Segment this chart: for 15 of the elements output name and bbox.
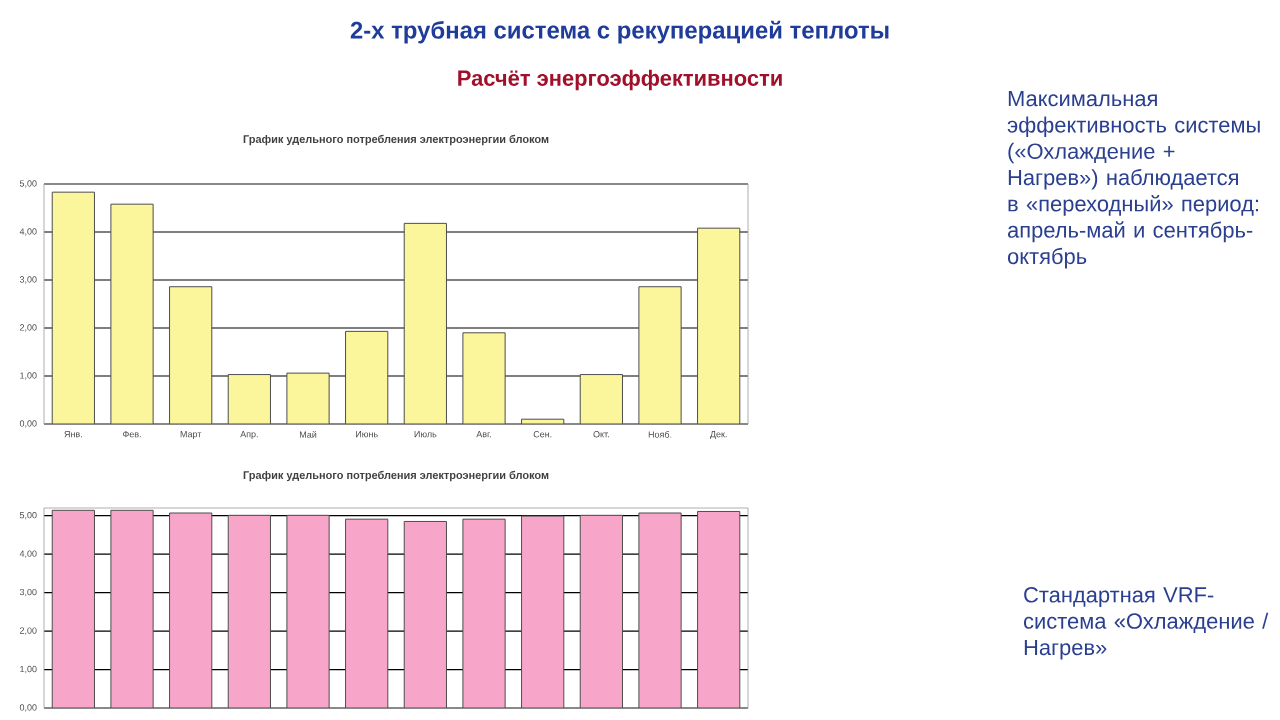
- bar: [110, 204, 154, 424]
- bar: [638, 286, 682, 424]
- bar: [580, 374, 623, 424]
- bar: [462, 332, 506, 424]
- bar: [52, 192, 95, 424]
- bar: [404, 223, 447, 424]
- bar: [345, 331, 388, 424]
- text: Расчёт энергоэффективности: [458, 69, 782, 91]
- bar: [697, 227, 741, 424]
- text: Максимальная эффективность системы («Охлаждение + Нагрев») наблюдается в «переходный» период: апрель-май и сентябрь-октябрь: [1007, 91, 1260, 269]
- text: 2-х трубная система с рекуперацией теплоты: [350, 20, 889, 44]
- bar: [228, 374, 271, 424]
- bar: [169, 286, 212, 424]
- bar: [286, 373, 330, 424]
- text: Стандартная VRF-система «Охлаждение / Нагрев»: [1023, 587, 1269, 660]
